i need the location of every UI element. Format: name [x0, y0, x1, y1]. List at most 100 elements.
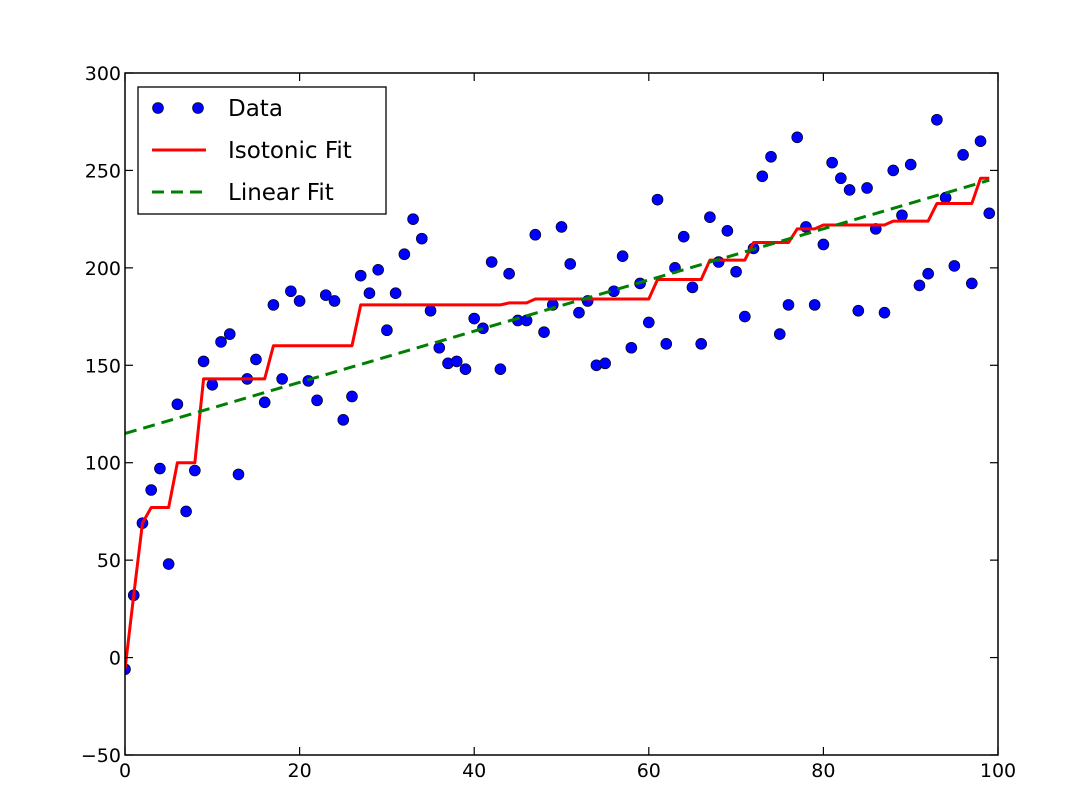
legend-label: Isotonic Fit [228, 138, 352, 164]
data-point [983, 207, 996, 220]
data-point [381, 324, 393, 337]
data-point [276, 373, 288, 385]
legend: Data Isotonic Fit Linear Fit [137, 86, 387, 215]
x-tick-label: 20 [288, 760, 312, 782]
data-point [319, 289, 332, 301]
data-point [922, 267, 934, 280]
y-tick-label: −50 [81, 745, 121, 767]
data-point [660, 338, 673, 350]
legend-marker [152, 102, 164, 114]
plot-frame [124, 72, 999, 756]
y-tick-label: 0 [109, 648, 121, 670]
data-point [878, 306, 891, 319]
data-point [372, 264, 384, 276]
series-layer [125, 113, 996, 676]
data-point [730, 265, 742, 278]
data-point [765, 150, 777, 163]
data-point [293, 295, 306, 307]
data-point [450, 355, 463, 368]
data-point [573, 306, 585, 319]
data-point [642, 316, 655, 329]
data-point [424, 304, 437, 317]
data-point [180, 505, 192, 518]
data-point [835, 172, 847, 185]
data-point [817, 238, 830, 251]
data-point [206, 378, 219, 391]
legend-marker [192, 102, 204, 114]
x-tick-label: 0 [119, 760, 131, 782]
data-point [162, 558, 175, 570]
x-tick-label: 100 [980, 760, 1016, 782]
data-point [861, 182, 873, 194]
data-point [267, 299, 280, 311]
data-point [704, 211, 716, 223]
data-point [311, 394, 323, 407]
data-point [686, 281, 699, 294]
data-point [939, 191, 952, 204]
data-point [931, 113, 943, 126]
data-point [791, 131, 804, 144]
data-point [503, 267, 515, 280]
data-point [328, 295, 341, 307]
data-point [695, 338, 707, 350]
x-tick-label: 40 [462, 760, 486, 782]
data-point [555, 221, 568, 233]
legend-label: Linear Fit [228, 180, 334, 206]
data-point [599, 357, 611, 370]
data-point [913, 279, 926, 292]
y-tick-label: 150 [85, 355, 121, 377]
y-tick-label: 300 [85, 63, 121, 85]
data-point [966, 277, 978, 290]
y-tick-label: 50 [97, 550, 121, 572]
data-point [957, 149, 969, 161]
data-point [852, 304, 865, 317]
data-point [538, 326, 550, 338]
x-tick-label: 60 [637, 760, 661, 782]
data-point [887, 164, 900, 177]
data-point [485, 256, 498, 268]
data-point [625, 341, 638, 354]
data-point [782, 299, 795, 311]
y-tick-label: 200 [85, 258, 121, 280]
data-point [529, 228, 542, 241]
data-point [477, 322, 489, 335]
data-point [800, 221, 812, 233]
data-point [616, 250, 629, 262]
data-point [232, 468, 245, 481]
data-point [363, 287, 376, 299]
y-tick-label: 100 [85, 453, 121, 475]
data-point [223, 328, 236, 340]
data-point [564, 258, 577, 270]
data-point [346, 390, 358, 403]
data-point [407, 213, 419, 225]
isotonic-fit-line [125, 176, 990, 670]
data-point [948, 260, 961, 272]
data-point [389, 287, 402, 299]
data-point [197, 355, 210, 368]
data-point [258, 396, 271, 409]
data-point [896, 209, 908, 222]
data-point [843, 184, 856, 196]
data-point [189, 464, 201, 477]
data-point [494, 363, 507, 375]
data-point [354, 269, 367, 282]
data-point [756, 170, 769, 183]
data-point [468, 312, 481, 325]
x-tick-label: 80 [811, 760, 835, 782]
data-point [459, 363, 472, 375]
data-point [171, 398, 184, 411]
data-point [145, 484, 157, 496]
linear-fit-line [125, 178, 990, 435]
data-point [974, 135, 987, 147]
data-point [721, 225, 734, 237]
data-point [398, 248, 411, 261]
data-point [904, 158, 917, 171]
y-tick-label: 250 [85, 160, 121, 182]
data-point [739, 310, 751, 323]
data-point [416, 232, 428, 245]
data-point [337, 414, 350, 426]
data-point [285, 285, 297, 298]
legend-label: Data [228, 96, 283, 122]
